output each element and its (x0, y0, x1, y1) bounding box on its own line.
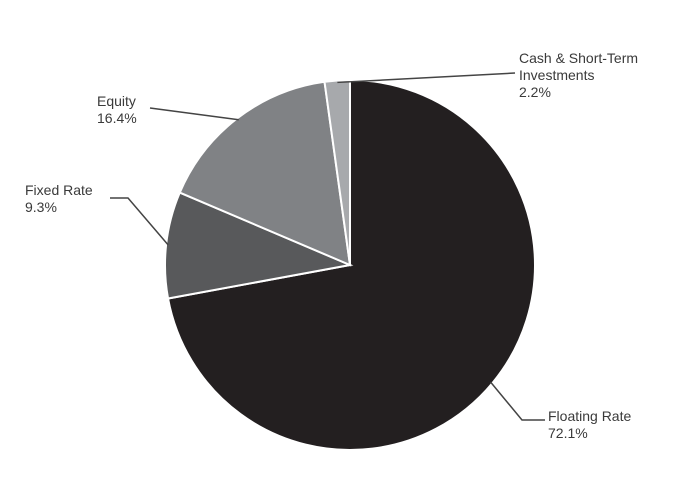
pie-slice (323, 78, 351, 266)
leader-line (490, 381, 545, 421)
leader-line (337, 72, 516, 84)
leader-line (149, 107, 239, 121)
value-label: 16.4% (97, 110, 137, 126)
pie-slice (178, 80, 352, 267)
slice-label: Equity 16.4% (97, 93, 157, 127)
slice-label: Cash & Short-Term Investments 2.2% (519, 50, 669, 101)
value-label: 2.2% (519, 84, 551, 100)
slice-label: Fixed Rate 9.3% (25, 182, 125, 216)
category-label: Floating Rate (548, 408, 632, 424)
leader-line (110, 197, 169, 246)
value-label: 9.3% (25, 199, 57, 215)
slice-label: Floating Rate 72.1% (548, 408, 688, 442)
category-label: Equity (97, 93, 136, 109)
pie-slice (164, 191, 354, 300)
category-label: Fixed Rate (25, 182, 93, 198)
category-label: Cash & Short-Term Investments (519, 50, 639, 83)
value-label: 72.1% (548, 425, 588, 441)
